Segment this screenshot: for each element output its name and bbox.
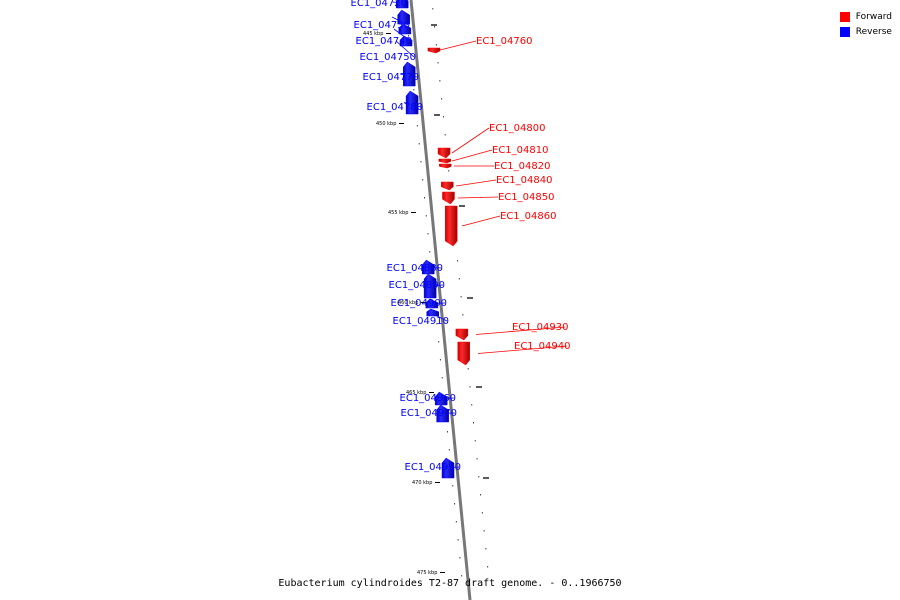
gene-arrow-ec1_04770[interactable] bbox=[403, 61, 416, 87]
gene-arrow-ec1_04860[interactable] bbox=[444, 205, 458, 247]
gene-arrow-ec1_04740[interactable] bbox=[398, 23, 412, 35]
scale-label: 465 kbp bbox=[406, 390, 426, 396]
gene-label-ec1_04860[interactable]: EC1_04860 bbox=[500, 211, 556, 222]
gene-label-ec1_04940[interactable]: EC1_04940 bbox=[514, 341, 570, 352]
gene-arrow-ec1_04900[interactable] bbox=[425, 298, 439, 309]
gene-label-ec1_04900[interactable]: EC1_04900 bbox=[391, 298, 447, 309]
gene-label-ec1_04840[interactable]: EC1_04840 bbox=[496, 175, 552, 186]
gene-label-ec1_04730[interactable]: EC1_04730 bbox=[354, 20, 410, 31]
gene-features bbox=[395, 0, 471, 479]
gene-arrow-ec1_04780[interactable] bbox=[405, 90, 419, 115]
gene-labels: EC1_04720 EC1_04730 EC1_04740 EC1_04750 EC1_… bbox=[351, 0, 571, 473]
scale-label: 475 kbp bbox=[417, 570, 437, 576]
legend-forward-label: Forward bbox=[855, 11, 892, 22]
forward-swatch bbox=[839, 11, 850, 22]
scale-labels: 445 kbp 450 kbp 455 kbp 460 kbp 465 kbp 470 k… bbox=[363, 31, 445, 576]
legend: Forward Reverse bbox=[839, 9, 892, 39]
gene-arrow-ec1_04750[interactable] bbox=[399, 35, 413, 47]
gene-label-ec1_04800[interactable]: EC1_04800 bbox=[489, 123, 545, 134]
gene-arrow-ec1_04810[interactable] bbox=[438, 158, 452, 164]
reverse-swatch bbox=[839, 26, 850, 37]
genome-axis-line bbox=[409, 0, 472, 600]
gene-label-ec1_04810[interactable]: EC1_04810 bbox=[492, 145, 548, 156]
scale-label: 460 kbp bbox=[398, 300, 418, 306]
gene-arrow-ec1_04840[interactable] bbox=[441, 181, 454, 191]
gene-arrow-ec1_04880[interactable] bbox=[422, 259, 435, 275]
gene-arrow-ec1_04820[interactable] bbox=[439, 163, 452, 169]
gene-label-ec1_04890[interactable]: EC1_04890 bbox=[389, 280, 445, 291]
gene-label-ec1_04910[interactable]: EC1_04910 bbox=[393, 316, 449, 327]
gene-arrow-ec1_04970[interactable] bbox=[436, 404, 449, 423]
gene-arrow-ec1_04850[interactable] bbox=[442, 191, 455, 205]
legend-forward: Forward bbox=[839, 9, 892, 24]
legend-reverse-label: Reverse bbox=[855, 26, 892, 37]
genome-caption: Eubacterium cylindroides T2-87 draft gen… bbox=[278, 578, 622, 589]
gene-label-ec1_04960[interactable]: EC1_04960 bbox=[400, 393, 456, 404]
gene-arrow-ec1_04890[interactable] bbox=[423, 273, 437, 299]
gene-label-ec1_04820[interactable]: EC1_04820 bbox=[494, 161, 550, 172]
gene-arrow-ec1_04990[interactable] bbox=[441, 457, 455, 479]
gene-arrow-ec1_04960[interactable] bbox=[434, 391, 448, 406]
gene-arrow-ec1_04910[interactable] bbox=[426, 308, 439, 317]
gene-label-ec1_04850[interactable]: EC1_04850 bbox=[498, 192, 554, 203]
gene-label-ec1_04740[interactable]: EC1_04740 bbox=[356, 36, 412, 47]
legend-reverse: Reverse bbox=[839, 24, 892, 39]
scale-label: 445 kbp bbox=[363, 31, 383, 37]
gene-label-ec1_04990[interactable]: EC1_04990 bbox=[405, 462, 461, 473]
gene-arrow-ec1_04930[interactable] bbox=[455, 328, 469, 341]
scale-label: 455 kbp bbox=[388, 210, 408, 216]
gene-arrow-ec1_04940[interactable] bbox=[457, 341, 471, 366]
gene-label-ec1_04970[interactable]: EC1_04970 bbox=[401, 408, 457, 419]
gene-label-ec1_04770[interactable]: EC1_04770 bbox=[363, 72, 419, 83]
gene-label-ec1_04780[interactable]: EC1_04780 bbox=[367, 102, 423, 113]
gene-arrow-ec1_04720[interactable] bbox=[395, 0, 409, 9]
gene-arrow-ec1_04760[interactable] bbox=[427, 47, 441, 54]
gene-label-ec1_04750[interactable]: EC1_04750 bbox=[360, 52, 416, 63]
gene-arrow-ec1_04730[interactable] bbox=[397, 9, 410, 25]
scale-label: 450 kbp bbox=[376, 121, 396, 127]
gene-label-ec1_04760[interactable]: EC1_04760 bbox=[476, 36, 532, 47]
gene-arrow-ec1_04800[interactable] bbox=[437, 147, 451, 159]
gene-label-ec1_04880[interactable]: EC1_04880 bbox=[387, 263, 443, 274]
gene-label-ec1_04930[interactable]: EC1_04930 bbox=[512, 322, 568, 333]
scale-label: 470 kbp bbox=[412, 480, 432, 486]
gene-label-ec1_04720[interactable]: EC1_04720 bbox=[351, 0, 407, 9]
